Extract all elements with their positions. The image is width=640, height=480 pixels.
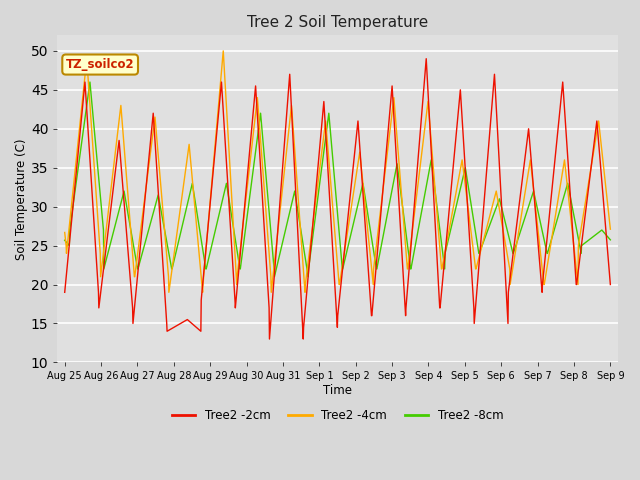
Title: Tree 2 Soil Temperature: Tree 2 Soil Temperature xyxy=(247,15,428,30)
X-axis label: Time: Time xyxy=(323,384,352,397)
Y-axis label: Soil Temperature (C): Soil Temperature (C) xyxy=(15,138,28,260)
Text: TZ_soilco2: TZ_soilco2 xyxy=(66,58,134,71)
Legend: Tree2 -2cm, Tree2 -4cm, Tree2 -8cm: Tree2 -2cm, Tree2 -4cm, Tree2 -8cm xyxy=(167,404,508,427)
